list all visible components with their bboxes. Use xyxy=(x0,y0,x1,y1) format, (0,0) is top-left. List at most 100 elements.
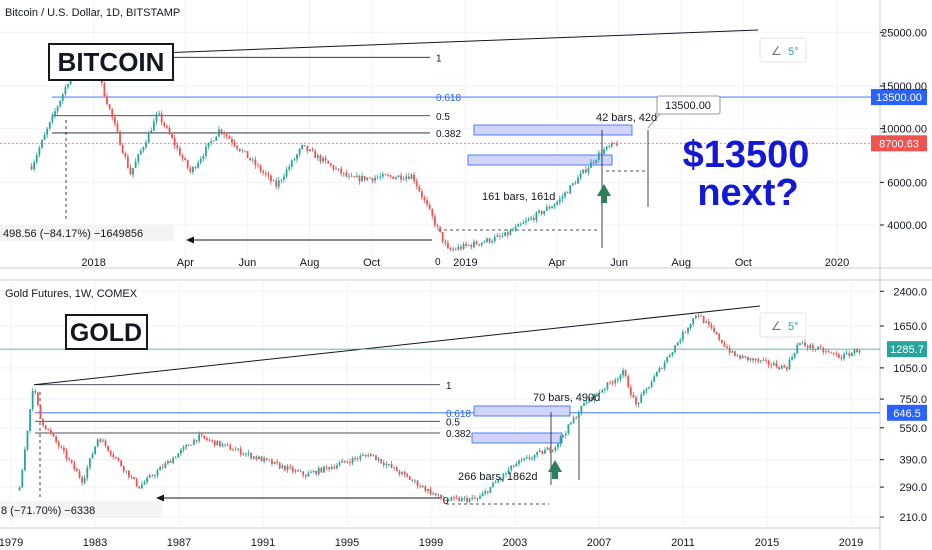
candle-body xyxy=(121,145,124,154)
candle-body xyxy=(407,176,410,179)
candle-body xyxy=(249,158,252,161)
price-tag-text: 13500.00 xyxy=(876,92,922,104)
candle-body xyxy=(616,379,619,381)
candle-body xyxy=(467,244,470,246)
up-arrow xyxy=(548,460,562,479)
candle-body xyxy=(388,464,390,465)
candle-body xyxy=(215,136,218,141)
x-tick-label: 2019 xyxy=(839,537,863,549)
candle-body xyxy=(61,94,64,101)
candle-body xyxy=(561,196,564,199)
candle-body xyxy=(528,457,531,459)
candle-body xyxy=(124,153,127,157)
candle-body xyxy=(450,497,453,501)
candle-body xyxy=(267,174,270,176)
candle-body xyxy=(658,367,661,373)
candle-body xyxy=(354,458,357,459)
candle-body xyxy=(668,355,671,358)
candle-body xyxy=(395,467,398,472)
candle-body xyxy=(68,458,70,460)
candle-body xyxy=(257,165,259,167)
candle-body xyxy=(449,248,452,250)
candle-body xyxy=(452,249,455,251)
candle-body xyxy=(765,359,767,361)
candle-body xyxy=(200,434,203,436)
candle-body xyxy=(322,157,324,162)
callout-line-1: $13500 xyxy=(683,134,810,176)
candle-body xyxy=(757,358,760,362)
candle-body xyxy=(147,132,150,143)
candle-body xyxy=(228,136,231,139)
candle-body xyxy=(73,462,76,469)
candle-body xyxy=(167,460,169,464)
y-tick-label: 290.0 xyxy=(899,482,927,494)
candle-body xyxy=(484,491,487,494)
candle-body xyxy=(43,134,46,140)
candle-body xyxy=(239,448,242,455)
y-tick-label: 390.0 xyxy=(899,455,927,467)
candle-body xyxy=(203,435,206,439)
x-tick-label: 1979 xyxy=(0,537,23,549)
candle-body xyxy=(210,141,213,143)
candle-body xyxy=(440,494,442,499)
candle-body xyxy=(491,241,494,243)
candle-body xyxy=(338,462,341,466)
candle-body xyxy=(468,498,471,502)
candle-body xyxy=(244,150,246,152)
candle-body xyxy=(306,145,309,151)
candle-body xyxy=(303,144,306,146)
candle-body xyxy=(192,167,194,172)
y-tick-label: 750.0 xyxy=(899,394,927,406)
candle-body xyxy=(538,210,540,213)
candle-body xyxy=(410,174,413,179)
axis-gold: 1979 1983 1987 1991 1995 1999 2003 2007 2011 2015… xyxy=(0,286,927,549)
candle-body xyxy=(348,175,350,177)
candle-body xyxy=(614,380,617,384)
candle-body xyxy=(507,469,510,474)
candle-body xyxy=(577,177,579,184)
candle-body xyxy=(783,365,786,368)
candle-body xyxy=(423,197,426,201)
candle-body xyxy=(393,467,396,469)
candle-body xyxy=(726,346,728,348)
candle-body xyxy=(744,355,747,357)
candle-body xyxy=(556,202,559,205)
candle-body xyxy=(349,462,351,464)
candle-body xyxy=(46,128,49,135)
axis-bitcoin: 2018AprJunAugOct2019AprJunAugOct20207000… xyxy=(81,27,927,269)
candle-body xyxy=(174,457,177,459)
candle-body xyxy=(301,144,304,150)
candle-body xyxy=(211,440,214,441)
candle-body xyxy=(130,476,133,478)
candle-body xyxy=(592,162,595,163)
price-tag-text: 8700.63 xyxy=(879,138,919,150)
candle-body xyxy=(23,449,26,471)
candle-body xyxy=(806,345,809,348)
candle-body xyxy=(135,478,138,487)
candle-body xyxy=(418,186,421,192)
candle-body xyxy=(481,493,484,497)
candle-body xyxy=(549,447,552,452)
up-arrow xyxy=(597,184,611,203)
label-box-gold: GOLD xyxy=(65,314,148,350)
fib-label: 1 xyxy=(436,53,442,64)
candle-body xyxy=(470,244,473,248)
candle-body xyxy=(476,498,479,500)
candle-body xyxy=(804,342,806,346)
candle-body xyxy=(421,486,424,488)
candle-body xyxy=(151,475,154,477)
fib-label: 0.618 xyxy=(446,409,471,420)
candle-body xyxy=(361,175,363,182)
candle-body xyxy=(858,350,861,353)
candle-body xyxy=(156,470,159,476)
annotations-gold xyxy=(0,305,880,518)
candle-body xyxy=(270,175,272,182)
candle-body xyxy=(496,235,499,237)
candle-body xyxy=(453,497,455,499)
candle-body xyxy=(520,459,523,461)
candle-body xyxy=(193,439,195,445)
candle-body xyxy=(426,200,428,205)
candle-body xyxy=(577,413,580,419)
candle-body xyxy=(538,450,541,452)
fib-label: 0.5 xyxy=(446,417,460,428)
